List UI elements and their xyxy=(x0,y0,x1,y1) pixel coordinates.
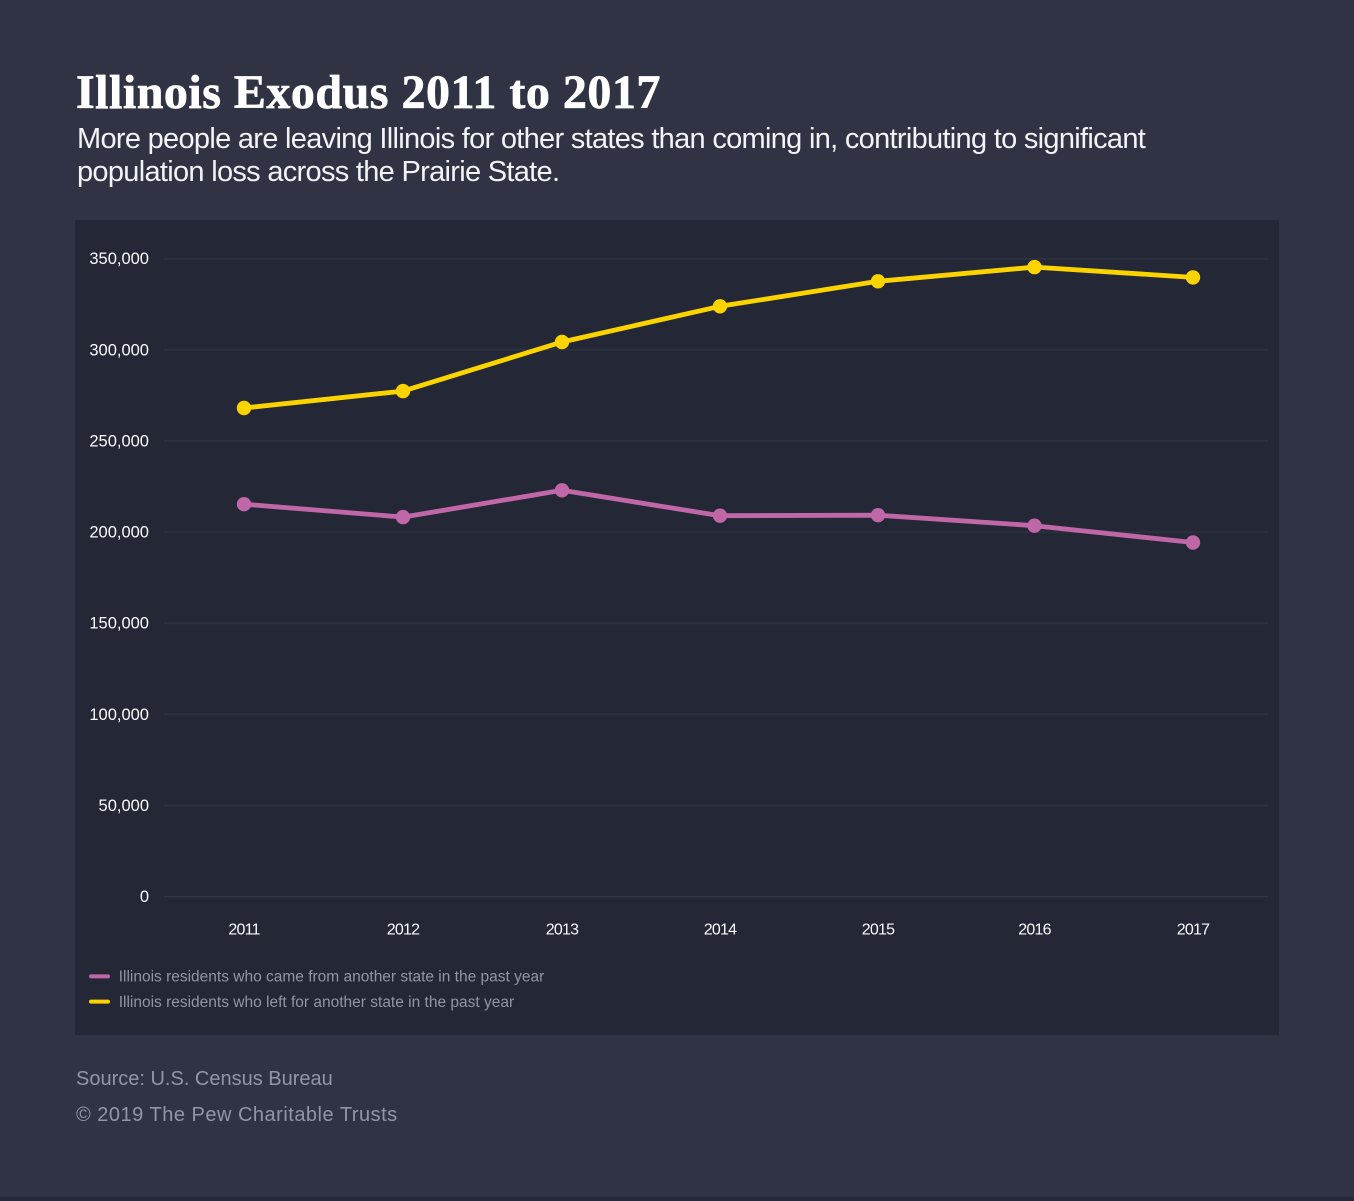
svg-text:250,000: 250,000 xyxy=(89,432,149,450)
svg-text:350,000: 350,000 xyxy=(89,250,149,268)
svg-text:150,000: 150,000 xyxy=(89,615,149,633)
svg-text:2011: 2011 xyxy=(228,922,260,939)
svg-text:2013: 2013 xyxy=(546,922,579,939)
svg-text:2016: 2016 xyxy=(1018,922,1051,939)
svg-text:2012: 2012 xyxy=(387,922,420,939)
svg-text:Illinois residents who left fo: Illinois residents who left for another … xyxy=(119,994,514,1011)
svg-text:2015: 2015 xyxy=(862,922,895,939)
svg-text:100,000: 100,000 xyxy=(89,706,149,724)
svg-text:200,000: 200,000 xyxy=(89,524,149,542)
svg-text:300,000: 300,000 xyxy=(89,341,149,359)
svg-text:2014: 2014 xyxy=(704,922,737,939)
svg-text:Illinois residents who came fr: Illinois residents who came from another… xyxy=(119,969,545,986)
svg-text:2017: 2017 xyxy=(1177,922,1210,939)
svg-text:0: 0 xyxy=(140,888,149,906)
svg-text:50,000: 50,000 xyxy=(99,797,149,815)
